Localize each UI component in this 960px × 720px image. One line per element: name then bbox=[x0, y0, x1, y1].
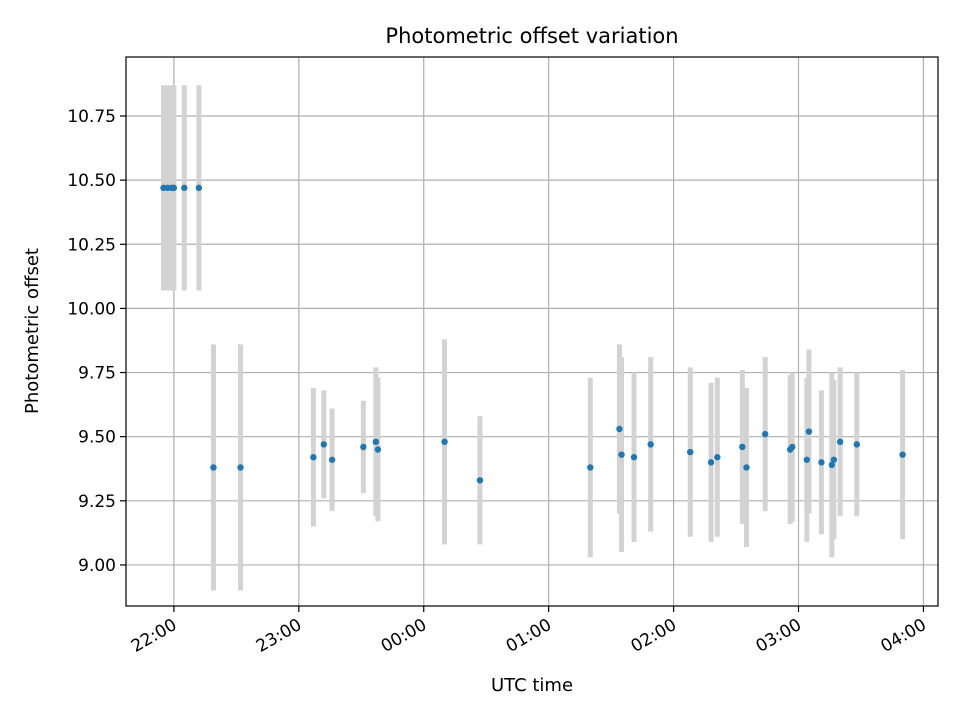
y-tick-label: 10.00 bbox=[67, 299, 116, 319]
x-axis-label: UTC time bbox=[491, 675, 573, 696]
plot-frame bbox=[125, 56, 939, 607]
data-point bbox=[714, 454, 721, 461]
data-point bbox=[170, 184, 178, 192]
data-point bbox=[372, 438, 380, 446]
data-point bbox=[476, 477, 484, 484]
data-point bbox=[630, 454, 638, 461]
data-point bbox=[739, 443, 746, 451]
y-tick-label: 9.50 bbox=[78, 428, 116, 448]
data-point bbox=[836, 438, 844, 446]
data-point bbox=[761, 430, 769, 438]
data-point bbox=[310, 454, 317, 461]
data-points bbox=[160, 184, 906, 484]
data-point bbox=[805, 428, 813, 435]
data-point bbox=[743, 464, 750, 471]
data-point bbox=[441, 438, 448, 446]
grid bbox=[126, 57, 938, 606]
y-tick-label: 10.50 bbox=[67, 171, 116, 191]
data-point bbox=[587, 464, 594, 471]
y-tick-label: 10.25 bbox=[67, 235, 116, 255]
data-point bbox=[328, 456, 336, 463]
data-point bbox=[210, 464, 217, 471]
chart-title: Photometric offset variation bbox=[385, 24, 678, 48]
data-point bbox=[687, 448, 694, 456]
y-axis-label: Photometric offset bbox=[22, 248, 43, 414]
y-tick-label: 9.25 bbox=[78, 492, 116, 512]
y-tick-label: 10.75 bbox=[67, 107, 116, 127]
data-point bbox=[320, 441, 327, 448]
data-point bbox=[830, 456, 838, 463]
data-point bbox=[195, 184, 203, 192]
y-tick-label: 9.00 bbox=[78, 556, 116, 576]
data-point bbox=[789, 443, 796, 451]
data-point bbox=[237, 464, 244, 471]
data-point bbox=[374, 446, 382, 453]
data-point bbox=[360, 443, 367, 451]
data-point bbox=[828, 461, 836, 469]
y-tick-label: 9.75 bbox=[78, 364, 116, 384]
data-point bbox=[647, 441, 654, 448]
data-point bbox=[818, 459, 825, 466]
plot-area bbox=[126, 57, 938, 606]
data-point bbox=[899, 451, 906, 458]
data-point bbox=[803, 456, 811, 463]
data-point bbox=[853, 441, 860, 448]
data-point bbox=[616, 425, 623, 433]
data-point bbox=[707, 459, 715, 466]
data-point bbox=[618, 451, 625, 458]
data-point bbox=[181, 184, 188, 192]
